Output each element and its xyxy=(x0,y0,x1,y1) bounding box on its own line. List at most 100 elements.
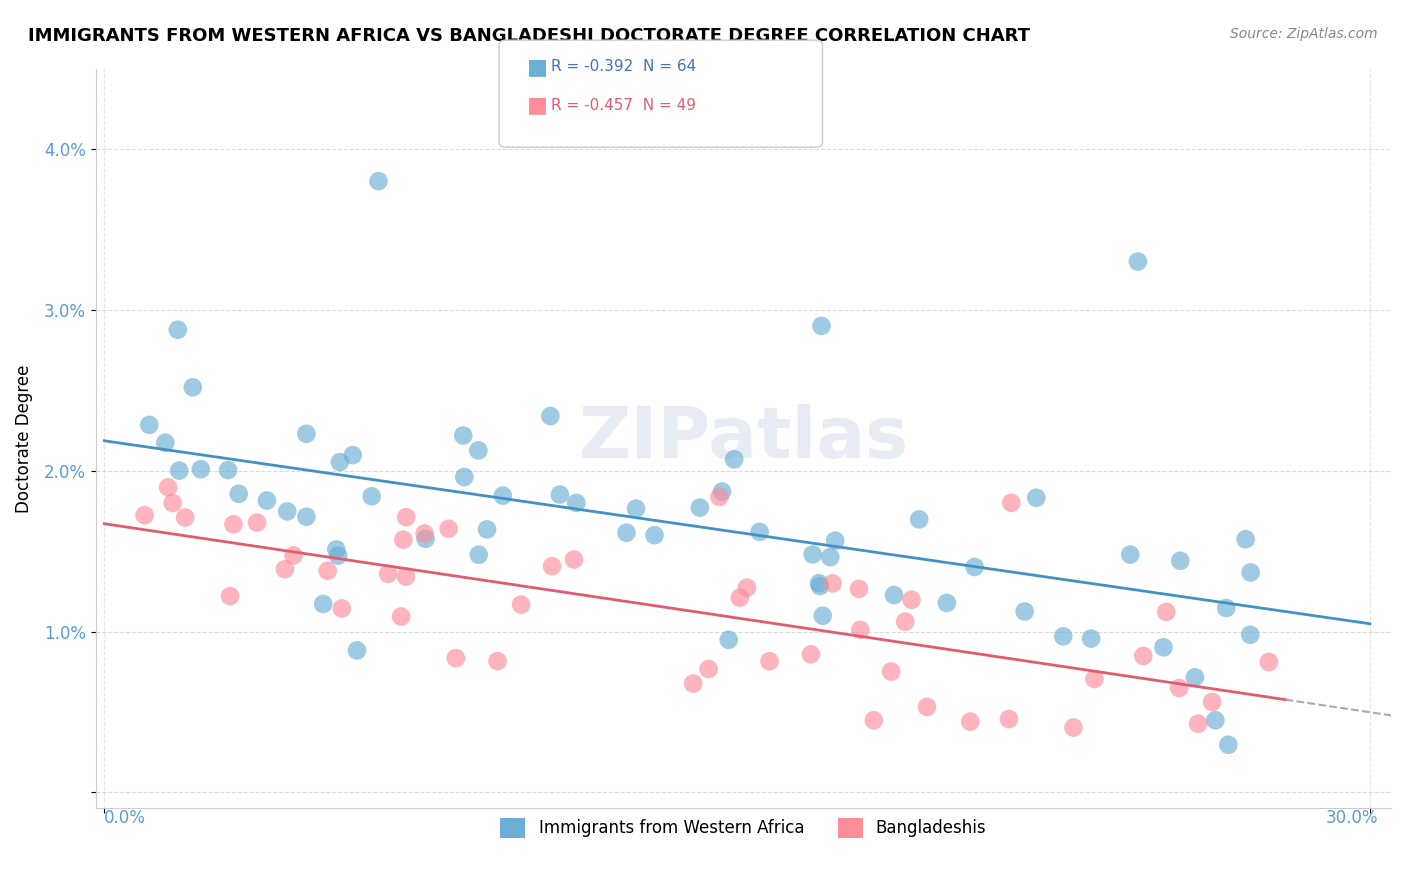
Bangladeshis xyxy=(222,517,245,532)
Immigrants from Western Africa xyxy=(811,608,834,623)
Bangladeshis xyxy=(444,651,467,665)
Bangladeshis xyxy=(682,676,704,690)
Bangladeshis xyxy=(157,480,180,494)
Immigrants from Western Africa xyxy=(1126,254,1149,268)
Bangladeshis xyxy=(274,562,297,576)
Bangladeshis xyxy=(959,714,981,729)
Immigrants from Western Africa xyxy=(1204,713,1226,727)
Immigrants from Western Africa xyxy=(808,576,831,591)
Immigrants from Western Africa xyxy=(360,489,382,503)
Bangladeshis xyxy=(389,609,412,624)
Immigrants from Western Africa xyxy=(723,452,745,467)
Immigrants from Western Africa xyxy=(167,464,190,478)
Text: R = -0.457  N = 49: R = -0.457 N = 49 xyxy=(551,98,696,112)
Bangladeshis xyxy=(134,508,156,523)
Bangladeshis xyxy=(377,566,399,581)
Immigrants from Western Africa xyxy=(475,522,498,536)
Immigrants from Western Africa xyxy=(883,588,905,602)
Bangladeshis xyxy=(174,510,197,524)
Bangladeshis xyxy=(392,533,415,547)
Immigrants from Western Africa xyxy=(295,509,318,524)
Immigrants from Western Africa xyxy=(346,643,368,657)
Bangladeshis xyxy=(219,589,242,603)
Text: IMMIGRANTS FROM WESTERN AFRICA VS BANGLADESHI DOCTORATE DEGREE CORRELATION CHART: IMMIGRANTS FROM WESTERN AFRICA VS BANGLA… xyxy=(28,27,1031,45)
Immigrants from Western Africa xyxy=(908,512,931,526)
Immigrants from Western Africa xyxy=(467,443,489,458)
Bangladeshis xyxy=(541,559,564,574)
Immigrants from Western Africa xyxy=(328,549,350,563)
Bangladeshis xyxy=(1132,648,1154,663)
Immigrants from Western Africa xyxy=(1052,629,1074,643)
Bangladeshis xyxy=(998,712,1021,726)
Immigrants from Western Africa xyxy=(1153,640,1175,655)
Immigrants from Western Africa xyxy=(492,489,515,503)
Bangladeshis xyxy=(880,665,903,679)
Immigrants from Western Africa xyxy=(312,597,335,611)
Text: ■: ■ xyxy=(527,57,548,77)
Bangladeshis xyxy=(900,592,922,607)
Bangladeshis xyxy=(1000,496,1022,510)
Immigrants from Western Africa xyxy=(468,548,491,562)
Bangladeshis xyxy=(1168,681,1191,695)
Immigrants from Western Africa xyxy=(1215,601,1237,615)
Text: R = -0.392  N = 64: R = -0.392 N = 64 xyxy=(551,60,696,74)
Immigrants from Western Africa xyxy=(643,528,665,542)
Immigrants from Western Africa xyxy=(824,533,846,548)
Bangladeshis xyxy=(486,654,509,668)
Bangladeshis xyxy=(849,623,872,637)
Immigrants from Western Africa xyxy=(1184,670,1206,684)
Bangladeshis xyxy=(821,576,844,591)
Bangladeshis xyxy=(1187,716,1209,731)
Immigrants from Western Africa xyxy=(325,542,347,557)
Immigrants from Western Africa xyxy=(748,524,770,539)
Immigrants from Western Africa xyxy=(1014,605,1036,619)
Legend: Immigrants from Western Africa, Bangladeshis: Immigrants from Western Africa, Banglade… xyxy=(494,811,993,845)
Text: 0.0%: 0.0% xyxy=(104,809,146,827)
Immigrants from Western Africa xyxy=(565,496,588,510)
Bangladeshis xyxy=(735,581,758,595)
Immigrants from Western Africa xyxy=(963,560,986,574)
Bangladeshis xyxy=(1201,695,1223,709)
Bangladeshis xyxy=(863,713,886,727)
Immigrants from Western Africa xyxy=(276,504,298,518)
Bangladeshis xyxy=(316,564,339,578)
Immigrants from Western Africa xyxy=(217,463,239,477)
Text: ■: ■ xyxy=(527,95,548,115)
Immigrants from Western Africa xyxy=(538,409,561,423)
Bangladeshis xyxy=(697,662,720,676)
Immigrants from Western Africa xyxy=(138,417,160,432)
Immigrants from Western Africa xyxy=(548,487,571,501)
Immigrants from Western Africa xyxy=(1119,548,1142,562)
Immigrants from Western Africa xyxy=(1239,566,1261,580)
Bangladeshis xyxy=(510,598,533,612)
Bangladeshis xyxy=(728,591,751,605)
Bangladeshis xyxy=(1257,655,1279,669)
Immigrants from Western Africa xyxy=(166,323,188,337)
Immigrants from Western Africa xyxy=(329,455,352,469)
Bangladeshis xyxy=(758,654,780,668)
Bangladeshis xyxy=(246,516,269,530)
Immigrants from Western Africa xyxy=(616,525,638,540)
Text: Source: ZipAtlas.com: Source: ZipAtlas.com xyxy=(1230,27,1378,41)
Immigrants from Western Africa xyxy=(451,428,474,442)
Immigrants from Western Africa xyxy=(155,435,177,450)
Immigrants from Western Africa xyxy=(256,493,278,508)
Immigrants from Western Africa xyxy=(808,579,831,593)
Bangladeshis xyxy=(709,490,731,504)
Bangladeshis xyxy=(1083,672,1105,686)
Immigrants from Western Africa xyxy=(1239,628,1261,642)
Immigrants from Western Africa xyxy=(190,462,212,476)
Immigrants from Western Africa xyxy=(1025,491,1047,505)
Bangladeshis xyxy=(562,552,585,566)
Immigrants from Western Africa xyxy=(1168,554,1191,568)
Immigrants from Western Africa xyxy=(1080,632,1102,646)
Immigrants from Western Africa xyxy=(342,448,364,462)
Immigrants from Western Africa xyxy=(689,500,711,515)
Bangladeshis xyxy=(800,648,823,662)
Immigrants from Western Africa xyxy=(1218,738,1240,752)
Immigrants from Western Africa xyxy=(1234,533,1257,547)
Immigrants from Western Africa xyxy=(181,380,204,394)
Immigrants from Western Africa xyxy=(935,596,957,610)
Immigrants from Western Africa xyxy=(810,318,832,333)
Bangladeshis xyxy=(413,526,436,541)
